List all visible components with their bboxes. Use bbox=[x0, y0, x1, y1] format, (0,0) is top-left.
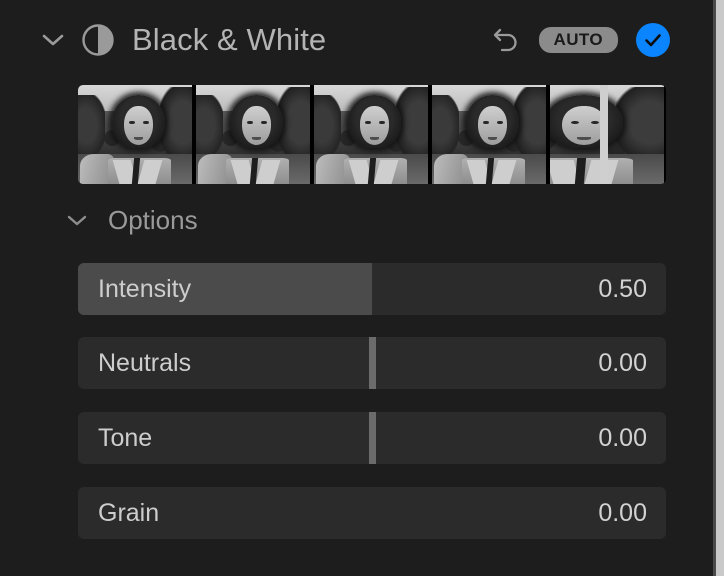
thumbnail-image bbox=[78, 85, 192, 184]
slider-intensity-fill bbox=[78, 263, 372, 315]
chevron-down-icon bbox=[42, 34, 64, 46]
slider-intensity[interactable]: Intensity 0.50 bbox=[78, 263, 666, 315]
half-filled-circle-icon bbox=[82, 24, 114, 56]
slider-neutrals[interactable]: Neutrals 0.00 bbox=[78, 337, 666, 389]
slider-neutrals-tick bbox=[368, 337, 376, 389]
thumbnail-preset-5[interactable] bbox=[550, 85, 664, 184]
window-edge-shadow bbox=[713, 0, 716, 576]
panel-header: Black & White AUTO bbox=[0, 0, 700, 80]
thumbnail-preset-1[interactable] bbox=[78, 85, 192, 184]
options-section-header[interactable]: Options bbox=[0, 196, 198, 244]
thumbnail-preset-2[interactable] bbox=[196, 85, 310, 184]
slider-tone[interactable]: Tone 0.00 bbox=[78, 412, 666, 464]
thumbnail-preset-4[interactable] bbox=[432, 85, 546, 184]
revert-button[interactable] bbox=[489, 23, 523, 57]
revert-arrow-icon bbox=[493, 28, 517, 52]
header-disclosure-chevron-down-icon[interactable] bbox=[38, 25, 68, 55]
options-label: Options bbox=[108, 204, 198, 235]
thumbnail-preset-3[interactable] bbox=[314, 85, 428, 184]
slider-neutrals-value[interactable]: 0.00 bbox=[598, 349, 647, 377]
chevron-down-icon bbox=[67, 215, 87, 225]
black-and-white-circle-icon bbox=[80, 22, 116, 58]
slider-grain-label: Grain bbox=[98, 499, 160, 527]
thumbnail-image bbox=[196, 85, 310, 184]
slider-tone-label: Tone bbox=[98, 424, 153, 452]
auto-button[interactable]: AUTO bbox=[538, 27, 618, 53]
slider-grain[interactable]: Grain 0.00 bbox=[78, 487, 666, 539]
checkmark-icon bbox=[645, 34, 661, 47]
slider-intensity-label: Intensity bbox=[98, 275, 192, 303]
page-title: Black & White bbox=[132, 22, 327, 57]
thumbnail-image bbox=[550, 85, 664, 184]
slider-intensity-value[interactable]: 0.50 bbox=[598, 275, 647, 303]
slider-tone-value[interactable]: 0.00 bbox=[598, 424, 647, 452]
black-and-white-preset-filmstrip[interactable] bbox=[78, 85, 666, 184]
slider-grain-value[interactable]: 0.00 bbox=[598, 499, 647, 527]
slider-tone-tick bbox=[368, 412, 376, 464]
window-right-edge bbox=[716, 0, 724, 576]
thumbnail-image bbox=[432, 85, 546, 184]
options-disclosure-chevron-down-icon[interactable] bbox=[62, 205, 92, 235]
thumbnail-image bbox=[314, 85, 428, 184]
apply-effect-toggle[interactable] bbox=[636, 23, 670, 57]
filmstrip-scroll-divider bbox=[600, 85, 608, 184]
slider-neutrals-label: Neutrals bbox=[98, 349, 192, 377]
